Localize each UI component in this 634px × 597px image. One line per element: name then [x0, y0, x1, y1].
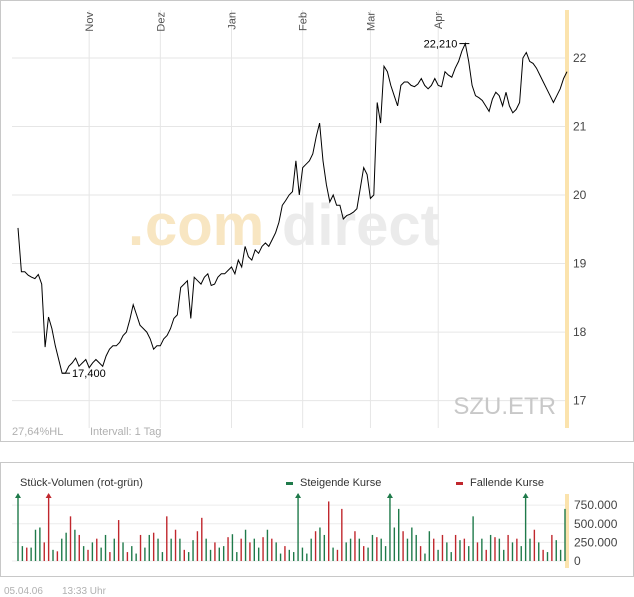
price-line: [17, 41, 568, 374]
month-labels: Nov Dez Jan Feb Mar Apr: [84, 12, 445, 32]
volume-tick-1: 250.000: [574, 535, 618, 549]
interval-label: Intervall: 1 Tag: [90, 426, 161, 438]
month-label-Dez: Dez: [155, 12, 167, 32]
volume-overflow-arrow: [15, 493, 21, 498]
volume-overflow-arrow: [45, 493, 52, 498]
y-tick-22: 22: [573, 51, 587, 65]
symbol-label: SZU.ETR: [453, 393, 556, 420]
legend-rising-label: Steigende Kurse: [300, 477, 381, 489]
volume-bars: [15, 493, 566, 561]
month-label-Feb: Feb: [298, 12, 310, 31]
legend-falling-swatch: [456, 482, 463, 485]
watermark-com: com: [145, 193, 264, 258]
volume-grid: [12, 494, 569, 568]
y-tick-19: 19: [573, 257, 587, 271]
price-panel-frame: [0, 0, 634, 442]
annotation-high: 22,210: [424, 39, 458, 51]
y-tick-21: 21: [573, 119, 587, 133]
y-tick-18: 18: [573, 325, 587, 339]
volume-overflow-arrow: [522, 493, 529, 498]
y-tick-labels: 17 18 19 20 21 22: [573, 51, 587, 408]
watermark-direct: direct: [282, 193, 440, 258]
month-label-Nov: Nov: [84, 12, 96, 32]
y-tick-17: 17: [573, 394, 587, 408]
footer-time: 13:33 Uhr: [62, 586, 107, 597]
volume-tick-0: 0: [574, 554, 581, 568]
volume-overflow-arrow: [386, 493, 393, 498]
watermark-dot: .: [128, 193, 144, 258]
annotation-low: 17,400: [72, 368, 106, 380]
legend-falling-label: Fallende Kurse: [470, 477, 544, 489]
volume-tick-labels: 0 250.000 500.000 750.000: [574, 498, 618, 568]
legend-rising-swatch: [286, 482, 293, 485]
volume-tick-3: 750.000: [574, 498, 618, 512]
month-label-Mar: Mar: [365, 12, 377, 31]
month-label-Jan: Jan: [227, 12, 239, 30]
y-tick-20: 20: [573, 188, 587, 202]
month-label-Apr: Apr: [433, 12, 445, 29]
volume-title: Stück-Volumen (rot-grün): [20, 477, 143, 489]
price-grid: [12, 10, 567, 428]
volume-overflow-arrow: [295, 493, 302, 498]
volume-tick-2: 500.000: [574, 517, 618, 531]
footer-date: 05.04.06: [4, 586, 43, 597]
hl-range-label: 27,64%HL: [12, 426, 63, 438]
price-annotations: 22,210 17,400: [62, 39, 470, 380]
